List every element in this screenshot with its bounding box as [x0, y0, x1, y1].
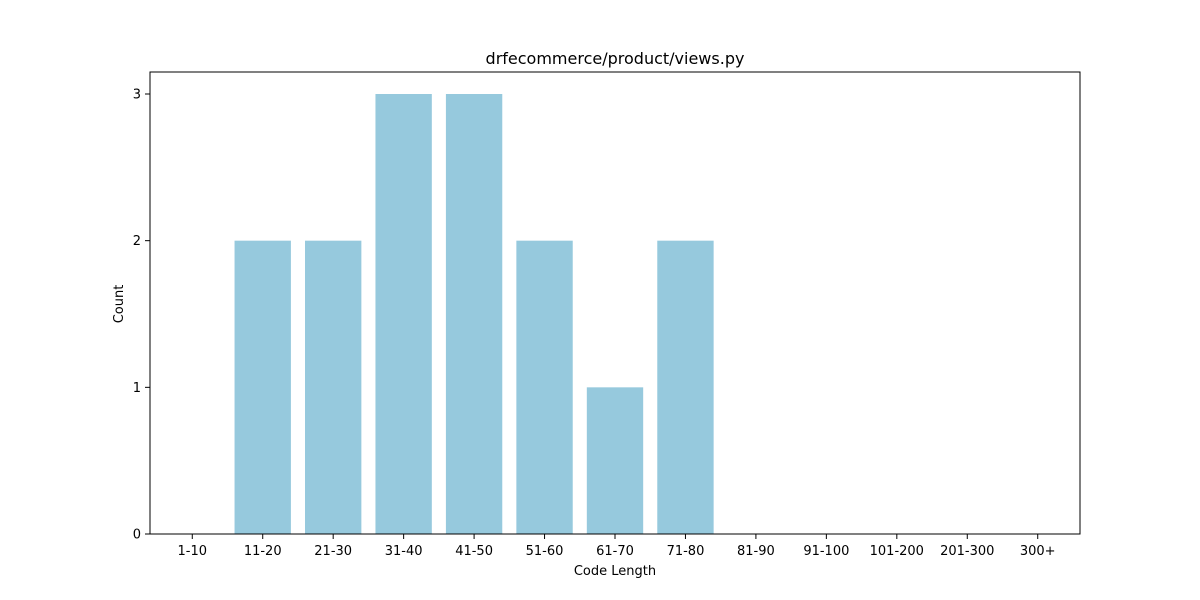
x-tick-label: 101-200: [870, 544, 924, 559]
y-tick-label: 2: [133, 234, 141, 249]
x-tick-label: 41-50: [455, 544, 493, 559]
y-ticks-group: 0 1 2 3: [133, 88, 150, 543]
y-tick-label: 3: [133, 88, 141, 103]
chart-title: drfecommerce/product/views.py: [486, 49, 745, 68]
x-tick-label: 21-30: [314, 544, 352, 559]
x-axis-label: Code Length: [574, 564, 656, 579]
bar-41-50: [445, 94, 503, 534]
x-tick-label: 201-300: [940, 544, 994, 559]
bar-11-20: [234, 240, 291, 534]
x-tick-label: 91-100: [803, 544, 849, 559]
x-tick-label: 31-40: [385, 544, 423, 559]
y-tick-label: 1: [133, 381, 141, 396]
x-tick-label: 81-90: [737, 544, 775, 559]
x-tick-label: 51-60: [526, 544, 564, 559]
x-tick-label: 1-10: [178, 544, 208, 559]
y-axis-label: Count: [112, 285, 127, 324]
x-tick-label: 300+: [1020, 544, 1056, 559]
bar-71-80: [657, 240, 714, 534]
y-tick-label: 0: [133, 528, 141, 543]
bar-61-70: [586, 387, 644, 534]
x-tick-label: 11-20: [244, 544, 282, 559]
plot-frame: [149, 71, 1081, 535]
bar-21-30: [305, 240, 362, 534]
x-tick-label: 71-80: [667, 544, 705, 559]
bars-group: [234, 94, 714, 534]
bar-31-40: [375, 94, 432, 534]
x-tick-label: 61-70: [596, 544, 634, 559]
x-ticks-group: 1-10 11-20 21-30 31-40 41-50 51-60 61-70 71-80 8…: [178, 534, 1056, 559]
bar-51-60: [516, 240, 573, 534]
